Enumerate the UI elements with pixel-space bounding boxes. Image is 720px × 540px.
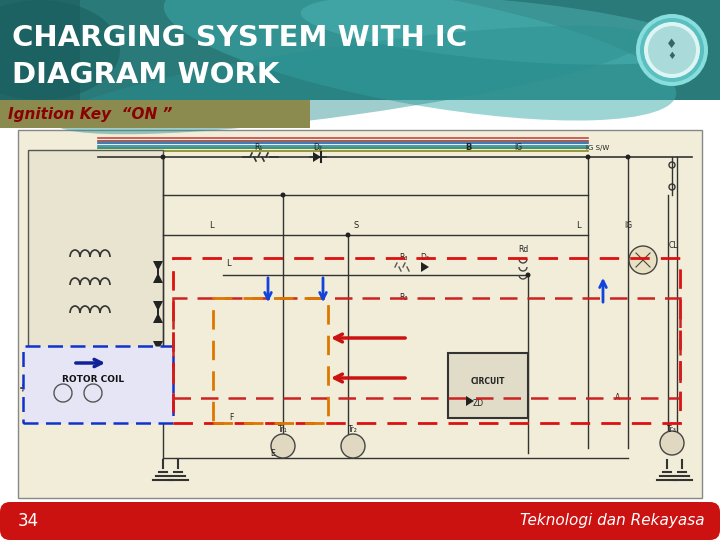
Circle shape: [626, 154, 631, 159]
Text: Ignition Key  “ON ”: Ignition Key “ON ”: [8, 106, 172, 122]
Polygon shape: [153, 341, 163, 351]
Bar: [28, 150, 163, 403]
Text: R₂: R₂: [399, 293, 408, 301]
Bar: [173, 258, 680, 423]
Text: R₁: R₁: [254, 144, 262, 152]
Bar: [213, 298, 328, 423]
Text: Teknologi dan Rekayasa: Teknologi dan Rekayasa: [521, 514, 705, 529]
Polygon shape: [313, 152, 321, 162]
Text: Tr₁: Tr₁: [278, 426, 288, 435]
Text: D₃: D₃: [420, 253, 430, 261]
Text: Tr₂: Tr₂: [348, 426, 358, 435]
Ellipse shape: [53, 26, 647, 134]
Circle shape: [271, 434, 295, 458]
Text: Tr₃: Tr₃: [667, 426, 677, 435]
Text: R₃: R₃: [399, 253, 408, 261]
Bar: [0, 100, 310, 128]
Bar: [448, 353, 528, 418]
Text: IG: IG: [514, 144, 522, 152]
Polygon shape: [153, 261, 163, 271]
Circle shape: [585, 154, 590, 159]
Bar: [0, 0, 80, 100]
Text: IG S/W: IG S/W: [586, 145, 610, 151]
Bar: [18, 130, 702, 498]
Bar: [0, 0, 720, 100]
Circle shape: [346, 233, 351, 238]
Polygon shape: [153, 301, 163, 311]
Text: Rd: Rd: [518, 246, 528, 254]
FancyBboxPatch shape: [0, 502, 720, 540]
Bar: [173, 298, 680, 398]
Bar: [0, 128, 720, 502]
Text: E: E: [271, 449, 275, 457]
Circle shape: [161, 154, 166, 159]
Text: ROTOR COIL: ROTOR COIL: [62, 375, 124, 384]
Text: CL: CL: [668, 240, 678, 249]
Bar: [23, 346, 173, 423]
Text: L: L: [576, 220, 580, 230]
Text: ZD: ZD: [472, 399, 484, 408]
Polygon shape: [153, 313, 163, 323]
Circle shape: [629, 246, 657, 274]
Circle shape: [640, 18, 704, 82]
Text: L: L: [225, 259, 230, 267]
Polygon shape: [421, 262, 429, 272]
Ellipse shape: [163, 0, 676, 120]
Text: CHARGING SYSTEM WITH IC: CHARGING SYSTEM WITH IC: [12, 24, 467, 52]
Polygon shape: [466, 396, 474, 406]
Text: B: B: [465, 144, 471, 152]
Text: DIAGRAM WORK: DIAGRAM WORK: [12, 61, 279, 89]
Text: F: F: [229, 414, 233, 422]
Text: CIRCUIT: CIRCUIT: [471, 376, 505, 386]
Text: 34: 34: [18, 512, 39, 530]
Ellipse shape: [301, 0, 699, 65]
Circle shape: [648, 26, 696, 74]
Text: IG: IG: [624, 220, 632, 230]
Text: S: S: [354, 220, 359, 230]
Circle shape: [526, 273, 531, 278]
Circle shape: [660, 431, 684, 455]
Text: ♦: ♦: [667, 37, 678, 51]
Circle shape: [281, 192, 286, 198]
Text: D₂: D₂: [313, 144, 323, 152]
Circle shape: [341, 434, 365, 458]
Text: ♦: ♦: [667, 51, 676, 61]
Circle shape: [636, 14, 708, 86]
Polygon shape: [153, 273, 163, 283]
Polygon shape: [153, 353, 163, 363]
Text: A: A: [616, 394, 621, 402]
Circle shape: [644, 22, 700, 78]
Text: L: L: [209, 220, 213, 230]
Ellipse shape: [0, 0, 120, 100]
